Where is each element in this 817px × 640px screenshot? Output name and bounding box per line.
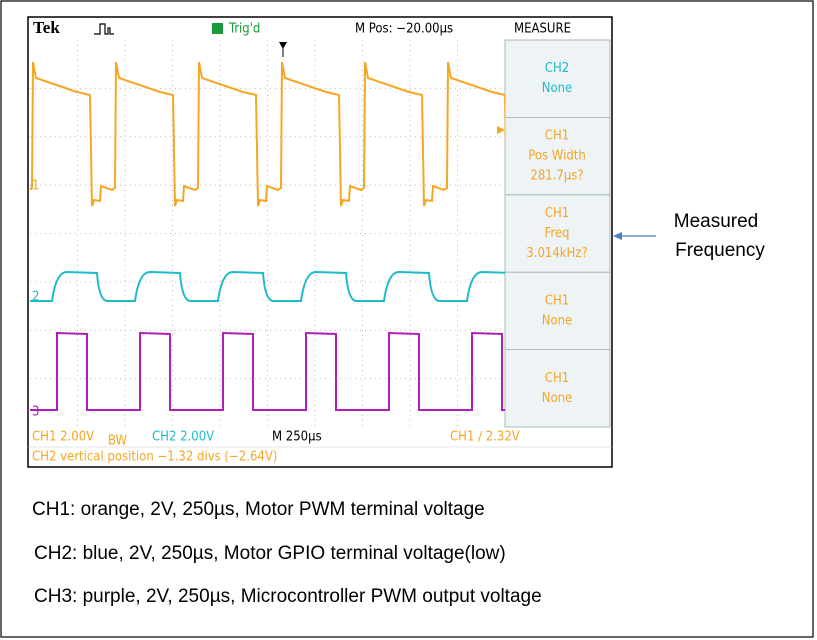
caption: CH1: orange, 2V, 250µs, Motor PWM termin… — [32, 499, 485, 520]
ch3-marker: 3 — [32, 405, 39, 420]
trig-icon — [212, 23, 223, 34]
menu-text: None — [542, 81, 573, 96]
position: M Pos: −20.00µs — [355, 22, 453, 37]
ch1-bw: BW — [108, 434, 128, 449]
menu-text: 3.014kHz? — [526, 246, 587, 261]
ch1-scale: CH1 2.00V — [32, 430, 94, 445]
menu-text: CH1 — [545, 129, 569, 144]
ch1-marker: 1 — [32, 179, 39, 194]
trigger-level: CH1 ∕ 2.32V — [450, 430, 520, 445]
menu-text: None — [542, 313, 573, 328]
annotation-line: Frequency — [675, 240, 765, 261]
menu-text: Pos Width — [528, 149, 586, 164]
caption: CH3: purple, 2V, 250µs, Microcontroller … — [34, 586, 542, 607]
menu-text: CH1 — [545, 371, 569, 386]
brand: Tek — [33, 18, 60, 37]
menu-text: CH2 — [545, 61, 569, 76]
menu-text: CH1 — [545, 293, 569, 308]
figure: CH2 None CH1 Pos Width 281.7µs? CH1 Freq 3.014k… — [0, 0, 817, 640]
caption: CH2: blue, 2V, 250µs, Motor GPIO termina… — [34, 543, 506, 564]
menu-text: 281.7µs? — [530, 169, 583, 184]
menu-text: CH1 — [545, 206, 569, 221]
menu-text: Freq — [545, 226, 570, 241]
status-message: CH2 vertical position −1.32 divs (−2.64V… — [32, 450, 277, 465]
menu-text: None — [542, 391, 573, 406]
menu-title: MEASURE — [514, 22, 571, 37]
ch2-marker: 2 — [32, 290, 39, 305]
annotation-line: Measured — [674, 211, 759, 232]
ch2-scale: CH2 2.00V — [152, 430, 214, 445]
trigger-status: Trig'd — [228, 22, 260, 37]
timebase: M 250µs — [272, 430, 322, 445]
